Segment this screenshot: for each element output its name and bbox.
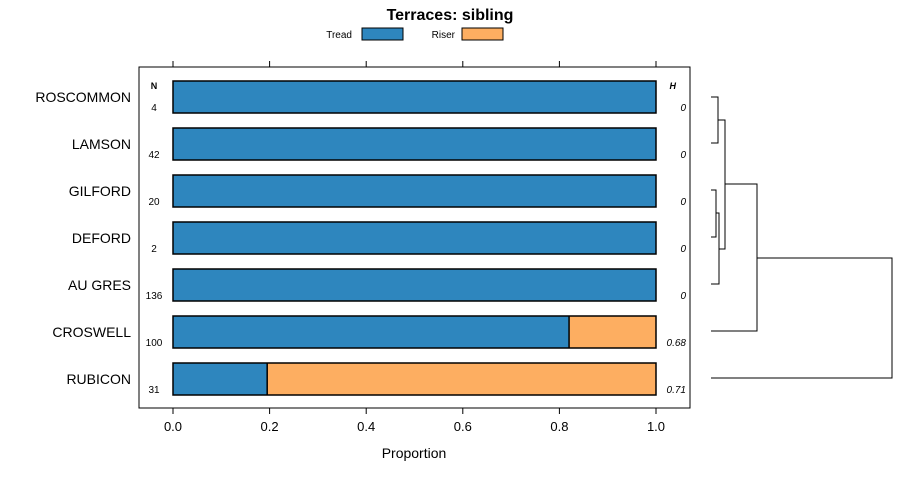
legend-label-riser: Riser — [432, 30, 456, 41]
category-label: GILFORD — [69, 183, 131, 199]
bar-outline — [172, 221, 657, 255]
n-column-header: N — [151, 81, 158, 91]
n-value: 4 — [151, 103, 157, 114]
chart-title: Terraces: sibling — [387, 7, 514, 24]
axes-group: 0.0 0.2 0.4 0.6 0.8 1.0 — [164, 61, 665, 434]
x-axis-label: Proportion — [382, 445, 447, 461]
bar-outline — [172, 268, 657, 302]
bar-segment-tread — [173, 269, 656, 301]
dendrogram-link — [711, 257, 893, 379]
x-tick-label: 0.4 — [357, 419, 375, 434]
x-tick-label: 0.2 — [261, 419, 279, 434]
category-label: AU GRES — [68, 277, 131, 293]
bar-segment-tread — [173, 363, 268, 395]
h-value: 0 — [680, 244, 686, 255]
h-value: 0 — [680, 103, 686, 114]
n-value: 2 — [151, 244, 157, 255]
dendrogram-link — [711, 212, 720, 285]
h-value: 0 — [680, 291, 686, 302]
category-label: DEFORD — [72, 230, 131, 246]
x-tick-label: 1.0 — [647, 419, 665, 434]
h-value: 0 — [680, 197, 686, 208]
n-value: 20 — [148, 197, 160, 208]
n-value: 31 — [148, 385, 160, 396]
bar-outline — [172, 315, 657, 349]
h-value: 0.71 — [667, 385, 686, 396]
x-tick-label: 0.8 — [550, 419, 568, 434]
dendrogram-link — [711, 96, 719, 144]
bar-segment-tread — [173, 81, 656, 113]
bar-segment-tread — [173, 128, 656, 160]
bar-outline — [172, 127, 657, 161]
plot-frame — [138, 66, 691, 409]
bar-segment-tread — [173, 222, 656, 254]
n-value: 136 — [146, 291, 163, 302]
dendrogram — [711, 96, 893, 379]
legend-label-tread: Tread — [326, 30, 352, 41]
n-value: 100 — [146, 338, 163, 349]
x-tick-label: 0.6 — [454, 419, 472, 434]
bar-segment-tread — [173, 316, 570, 348]
h-value: 0.68 — [667, 338, 687, 349]
bar-segment-riser — [569, 316, 656, 348]
dendrogram-link — [711, 189, 717, 238]
category-label: RUBICON — [66, 371, 131, 387]
category-label: CROSWELL — [52, 324, 131, 340]
bar-outline — [172, 362, 657, 396]
dendrogram-link — [711, 183, 758, 332]
legend-swatch-tread — [361, 27, 404, 41]
legend-swatch-riser — [461, 27, 504, 41]
bar-outline — [172, 174, 657, 208]
bar-outline — [172, 80, 657, 114]
n-value: 42 — [148, 150, 160, 161]
bar-segment-tread — [173, 175, 656, 207]
category-label: ROSCOMMON — [35, 89, 131, 105]
legend: Tread Riser — [326, 27, 504, 41]
category-label: LAMSON — [72, 136, 131, 152]
h-column-header: H — [670, 81, 677, 91]
x-tick-label: 0.0 — [164, 419, 182, 434]
bar-segment-riser — [267, 363, 656, 395]
h-value: 0 — [680, 150, 686, 161]
